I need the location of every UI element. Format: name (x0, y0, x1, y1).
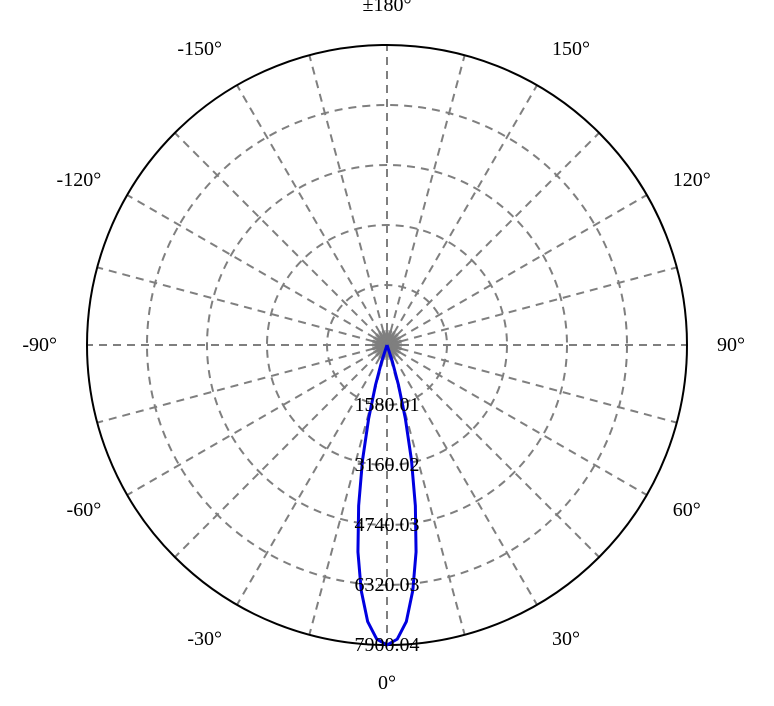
angle-label: 150° (552, 38, 590, 60)
radial-label: 4740.03 (355, 514, 420, 536)
polar-chart: 0° 30° 60° 90° 120° 150° ±180° -150° -120° -90° -6… (0, 0, 774, 706)
angle-label: ±180° (363, 0, 412, 16)
angle-label: -150° (177, 38, 222, 60)
angle-label: 30° (552, 628, 580, 650)
angle-label: 0° (378, 672, 396, 694)
radial-label: 6320.03 (355, 574, 420, 596)
radial-label: 3160.02 (355, 454, 420, 476)
angle-label: -120° (57, 169, 102, 191)
angle-label: 90° (717, 334, 745, 356)
radial-label: 7900.04 (355, 634, 420, 656)
radial-label: 1580.01 (355, 394, 420, 416)
angle-label: -60° (67, 499, 102, 521)
angle-label: 60° (673, 499, 701, 521)
angle-label: -30° (187, 628, 222, 650)
polar-svg: 0° 30° 60° 90° 120° 150° ±180° -150° -120° -90° -6… (0, 0, 774, 706)
angle-label: -90° (22, 334, 57, 356)
angle-label: 120° (673, 169, 711, 191)
